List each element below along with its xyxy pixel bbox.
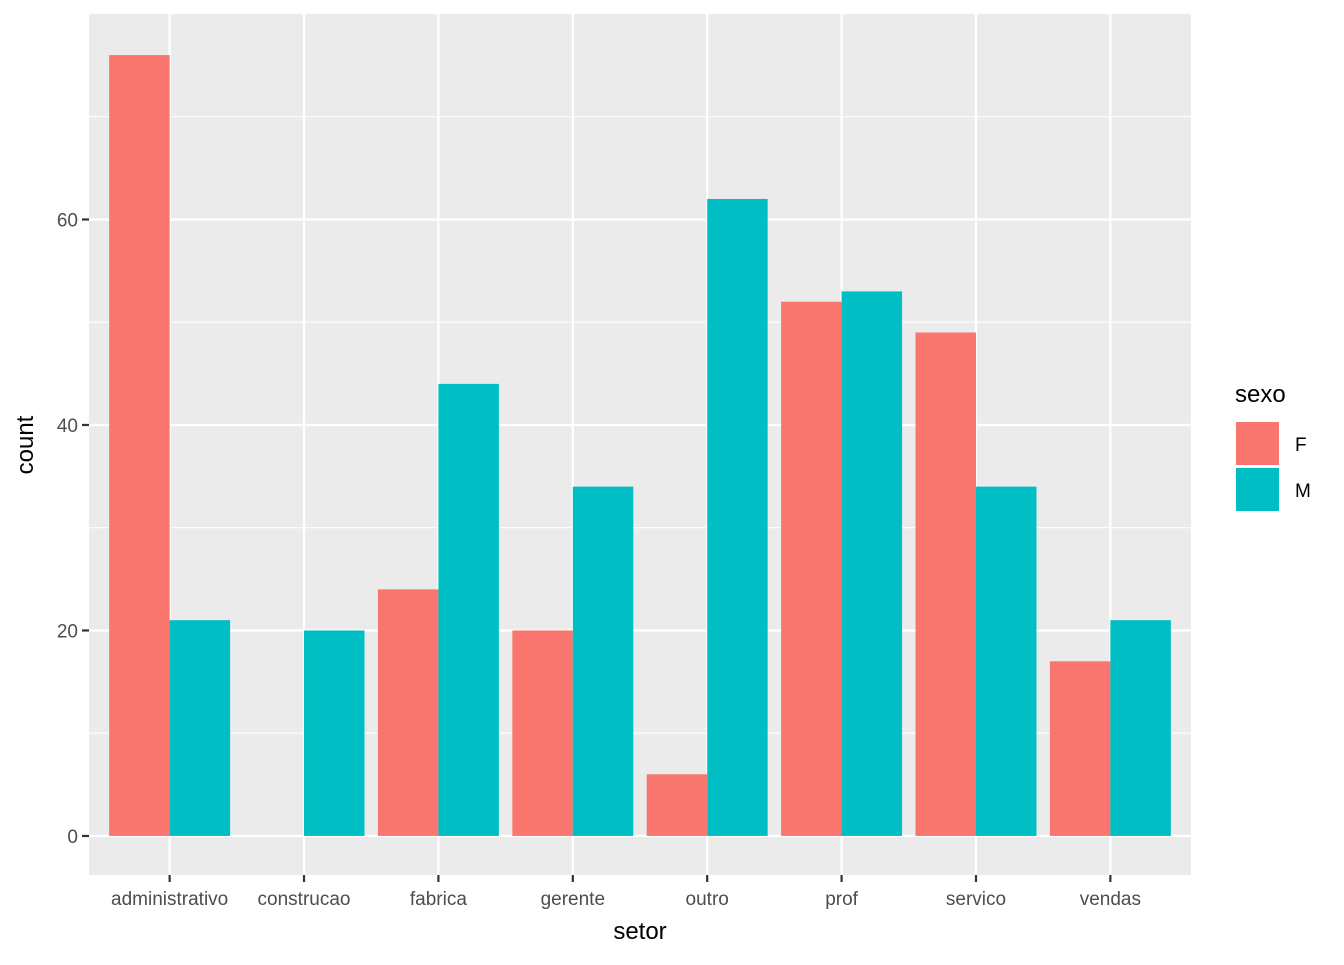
x-axis: administrativo construcao fabrica gerente ou…	[111, 875, 1141, 910]
x-tick-label: fabrica	[410, 889, 467, 910]
y-tick-label: 40	[57, 416, 78, 437]
y-tick-label: 0	[67, 827, 78, 848]
bar-M-outro	[707, 198, 768, 836]
y-axis: 0 20 40 60	[57, 210, 89, 848]
x-tick-label: administrativo	[111, 889, 228, 910]
bars	[109, 55, 1171, 836]
bar-M-fabrica	[438, 383, 499, 836]
x-axis-title: setor	[613, 918, 666, 945]
y-tick-label: 60	[57, 210, 78, 231]
legend-key-F	[1236, 422, 1279, 465]
legend-key-M	[1236, 468, 1279, 511]
y-axis-title: count	[12, 415, 39, 474]
bar-F-gerente	[512, 630, 573, 836]
x-tick-label: prof	[825, 889, 858, 910]
bar-M-gerente	[572, 486, 634, 836]
y-tick-label: 20	[57, 621, 78, 642]
bar-F-administrativo	[109, 55, 170, 836]
bar-F-servico	[915, 332, 976, 836]
legend-label-F: F	[1295, 435, 1307, 456]
x-tick-label: construcao	[258, 889, 351, 910]
x-tick-label: servico	[946, 889, 1006, 910]
bar-F-vendas	[1049, 661, 1111, 836]
x-tick-label: gerente	[541, 889, 605, 910]
legend: sexo F M	[1235, 381, 1311, 511]
bar-F-prof	[781, 301, 842, 836]
bar-M-construcao	[304, 630, 365, 836]
bar-F-outro	[646, 774, 708, 836]
legend-label-M: M	[1295, 481, 1311, 502]
legend-title: sexo	[1235, 381, 1286, 408]
bar-F-fabrica	[377, 589, 439, 836]
bar-M-administrativo	[169, 620, 231, 836]
x-tick-label: outro	[686, 889, 729, 910]
bar-M-servico	[975, 486, 1037, 836]
bar-M-vendas	[1110, 620, 1171, 836]
x-tick-label: vendas	[1080, 889, 1141, 910]
bar-M-prof	[841, 291, 903, 836]
